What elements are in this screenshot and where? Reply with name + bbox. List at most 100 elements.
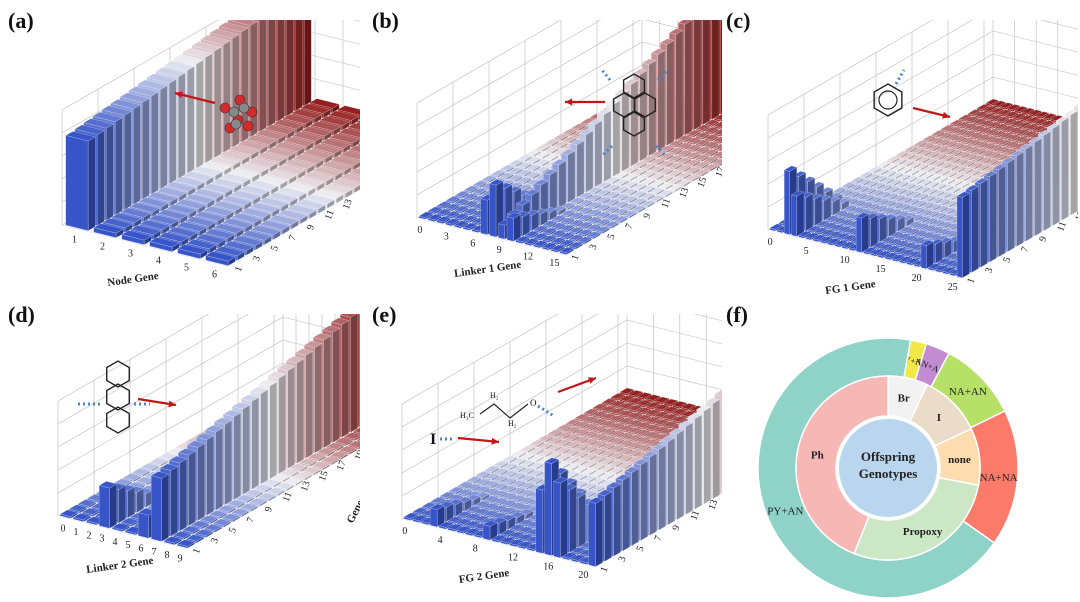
x-tick-label: 3 [100,534,105,545]
chart-node-gene: 020406080100123456135791113151719212325N… [61,20,360,289]
panel-label-c: (c) [726,8,751,33]
bar [304,20,312,107]
bar [1016,151,1024,247]
bar [278,374,286,475]
x-tick-label: 2 [100,242,105,253]
bar [812,238,819,242]
grid-line [57,314,210,402]
grid-line [401,314,559,405]
y-tick-label: 1 [233,265,245,273]
bar [559,251,567,255]
bar [323,335,331,449]
grid-line [57,314,249,425]
x-tick-label: 3 [128,249,133,260]
bar [109,483,117,529]
x-tick-label: 5 [804,246,809,257]
y-tick-label: 11 [660,197,674,210]
bar [942,271,949,275]
y-tick-label: 5 [269,244,281,252]
x-tick-label: 6 [139,543,144,554]
grid-line [626,319,722,345]
bar [877,254,884,259]
x-tick-label: 9 [497,245,502,256]
y-tick-label: 5 [1001,256,1013,264]
bar [287,366,295,469]
ring [106,360,130,388]
bar [784,169,790,235]
grid-line [401,319,628,451]
y-tick-label: 5 [606,233,618,241]
node-cluster-icon [219,94,258,134]
grid-line [627,314,722,322]
y-tick-label: 7 [287,234,299,242]
bar [295,20,303,112]
bar [177,543,188,549]
grid-line [57,515,189,550]
y-tick-label: 11 [1055,220,1069,233]
bars [403,387,722,567]
bar [1034,138,1042,237]
bar [848,247,855,251]
bar [861,213,869,253]
bar [971,186,979,273]
bar [834,244,841,248]
bar [188,450,196,527]
bar [151,475,162,542]
bar [205,53,213,164]
atom [230,118,242,130]
y-tick-label: 17 [714,165,722,178]
bar [436,220,444,224]
bar [892,258,898,262]
bar [73,517,84,522]
bar [666,40,675,146]
y-tick-label: 19 [353,449,360,462]
arrow-head [942,111,950,119]
bar [60,513,71,519]
bar [118,485,126,524]
atom [228,106,240,118]
bar [594,120,603,188]
y-tick-label: 11 [323,209,337,222]
y-tick-label: 15 [317,469,331,482]
bar [268,20,276,127]
grid-line [992,76,1078,99]
grid-line [401,365,628,497]
bar [962,193,970,279]
y-tick-label: 3 [251,255,263,263]
bar [989,172,997,263]
bar [798,235,805,239]
bar [454,224,461,229]
bar [138,512,149,539]
y-tick-label: 13 [678,186,692,199]
y-tick-label: 3 [983,266,995,274]
grid-line [1039,20,1078,30]
bar [884,256,891,260]
ring [622,73,646,99]
x-tick-label: 15 [876,264,886,275]
bar [445,222,453,227]
arrow-head [175,91,183,99]
bars [769,98,1078,279]
bar [549,170,558,214]
bar [913,263,920,268]
bar [205,255,229,266]
attachment-point [600,69,612,81]
bar [233,412,241,501]
bar [86,520,97,526]
bar [250,21,258,138]
bar [1025,145,1033,242]
attachment-point [656,68,670,82]
bar [899,260,905,264]
bar [427,218,435,222]
bar [215,427,223,511]
grid-line [626,365,722,391]
bar [151,91,159,195]
bar [906,262,913,266]
pyrene-icon [600,68,670,158]
anthracene-icon [78,360,150,434]
grid-line [401,342,628,474]
grid-line [416,217,567,256]
arrow-head [168,400,176,408]
grid-line [61,224,231,268]
bar [524,242,532,246]
